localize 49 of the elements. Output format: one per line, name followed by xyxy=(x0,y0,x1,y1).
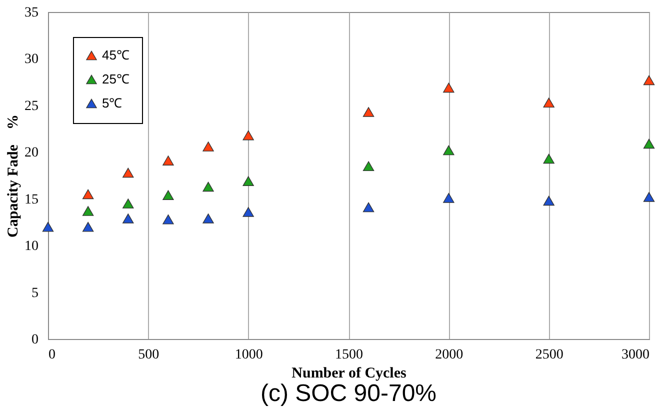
point xyxy=(443,145,454,156)
point xyxy=(643,192,655,202)
y-tick-label: 20 xyxy=(24,146,38,161)
y-tick-label: 0 xyxy=(32,332,38,348)
point xyxy=(242,130,254,140)
point xyxy=(643,75,655,86)
point xyxy=(82,222,94,232)
point xyxy=(162,214,174,224)
y-tick-label: 5 xyxy=(32,286,38,301)
point xyxy=(202,142,214,152)
y-tick-label: 10 xyxy=(24,239,38,254)
point xyxy=(362,202,374,212)
point xyxy=(122,198,134,208)
legend-label: 5℃ xyxy=(102,96,122,110)
legend-label: 45℃ xyxy=(102,48,130,62)
point xyxy=(82,189,94,200)
x-tick-label: 1500 xyxy=(335,348,363,362)
y-axis-title: Capacity Fade % xyxy=(6,114,22,238)
x-axis-title: Number of Cycles xyxy=(292,366,407,382)
point xyxy=(122,214,134,224)
y-tick-label: 30 xyxy=(24,52,38,68)
point xyxy=(82,206,94,216)
point xyxy=(122,168,134,178)
point xyxy=(543,196,554,206)
point xyxy=(242,207,254,217)
point xyxy=(202,182,214,192)
x-tick-label: 0 xyxy=(48,348,56,362)
point xyxy=(543,154,554,164)
point xyxy=(443,82,454,93)
point xyxy=(162,190,174,200)
text: (c) SOC 90-70% xyxy=(260,380,437,407)
x-tick-label: 3000 xyxy=(622,348,650,362)
x-tick-label: 1000 xyxy=(234,348,263,362)
point xyxy=(162,156,174,166)
point xyxy=(543,98,554,108)
y-tick-label: 25 xyxy=(24,98,38,114)
point xyxy=(443,193,454,203)
x-tick-label: 2000 xyxy=(435,348,464,362)
point xyxy=(362,107,374,117)
legend-label: 25℃ xyxy=(102,72,130,86)
point xyxy=(643,138,655,149)
point xyxy=(362,161,374,172)
y-tick-label: 35 xyxy=(24,6,38,20)
y-tick-label: 15 xyxy=(24,192,38,208)
x-tick-label: 500 xyxy=(138,348,160,362)
point xyxy=(42,222,54,232)
x-tick-label: 2500 xyxy=(535,348,564,362)
point xyxy=(242,176,254,186)
point xyxy=(202,214,214,224)
